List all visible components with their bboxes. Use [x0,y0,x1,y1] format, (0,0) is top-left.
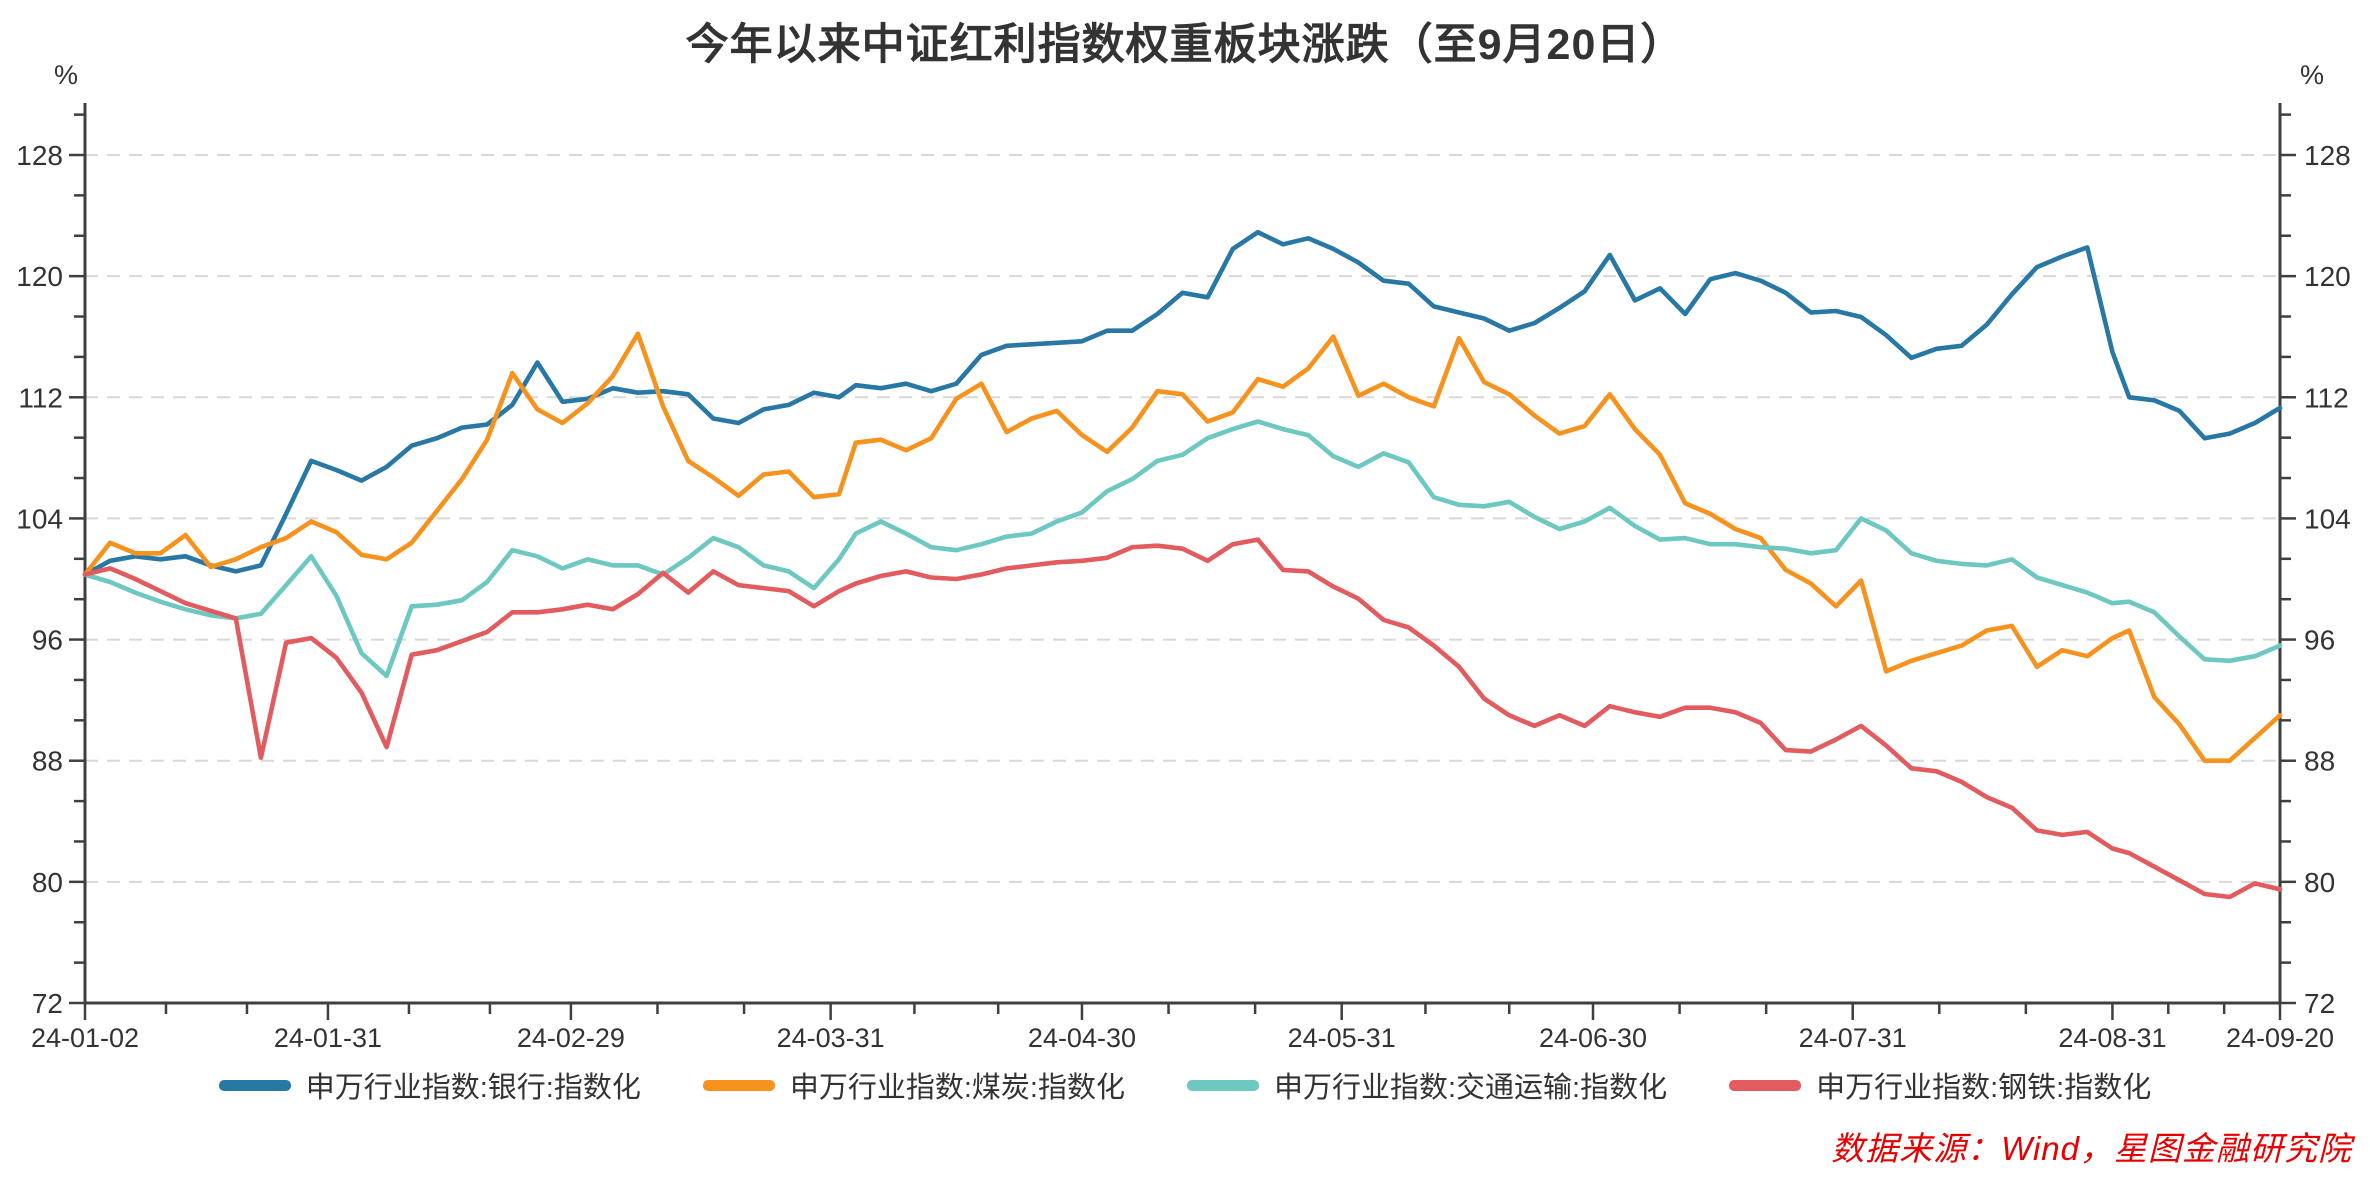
series-line-2 [82,419,2283,679]
legend-label: 申万行业指数:钢铁:指数化 [1816,1072,2152,1104]
legend-item-3: 申万行业指数:钢铁:指数化 [1729,1064,2151,1106]
series-line-3 [82,537,2283,900]
svg-text:112: 112 [2304,382,2349,413]
x-axis-labels: 24-01-02 24-01-31 24-02-29 24-03-31 24-04-30… [31,1023,2334,1053]
legend: 申万行业指数:银行:指数化 申万行业指数:煤炭:指数化 申万行业指数:交通运输:指数… [0,1060,2370,1110]
axis-unit-labels: %% [54,60,2324,90]
x-axis-ticks [83,1003,2282,1020]
grid-lines [85,154,2280,1004]
legend-label: 申万行业指数:银行:指数化 [305,1072,641,1104]
svg-text:88: 88 [2304,746,2335,777]
svg-text:80: 80 [32,867,63,898]
legend-swatch-icon [1187,1079,1259,1091]
series-line-0 [82,229,2283,577]
svg-text:104: 104 [16,503,63,534]
legend-swatch-icon [218,1079,291,1091]
svg-text:112: 112 [18,382,63,413]
series-lines [82,229,2283,900]
svg-text:24-01-02: 24-01-02 [31,1023,139,1053]
svg-text:96: 96 [2304,625,2335,656]
svg-text:72: 72 [32,988,63,1019]
legend-swatch-icon [702,1079,775,1091]
legend-item-2: 申万行业指数:交通运输:指数化 [1187,1064,1667,1106]
svg-text:24-08-31: 24-08-31 [2058,1023,2166,1053]
legend-label: 申万行业指数:交通运输:指数化 [1274,1072,1668,1104]
chart-title: 今年以来中证红利指数权重板块涨跌（至9月20日） [685,21,1685,69]
svg-text:24-09-20: 24-09-20 [2226,1023,2334,1053]
svg-text:104: 104 [2304,503,2351,534]
svg-text:24-06-30: 24-06-30 [1539,1023,1647,1053]
y-axis-labels: 128 128 120 120 112 112 104 104 96 96 88 88 80 80 72 72 [16,140,2350,1019]
svg-text:128: 128 [16,140,63,171]
svg-text:%: % [2300,60,2324,90]
svg-text:128: 128 [2304,140,2351,171]
svg-text:120: 120 [2304,261,2351,292]
svg-text:24-02-29: 24-02-29 [517,1023,625,1053]
legend-item-1: 申万行业指数:煤炭:指数化 [702,1064,1125,1106]
legend-label: 申万行业指数:煤炭:指数化 [789,1072,1125,1104]
legend-item-0: 申万行业指数:银行:指数化 [218,1064,641,1106]
svg-text:%: % [54,60,78,90]
svg-text:96: 96 [32,625,63,656]
source-note: 数据来源：Wind，星图金融研究院 [1831,1130,2352,1167]
svg-text:24-07-31: 24-07-31 [1799,1023,1907,1053]
svg-text:88: 88 [32,746,63,777]
svg-text:24-05-31: 24-05-31 [1288,1023,1396,1053]
y-axis-ticks [69,113,2296,1005]
svg-text:120: 120 [16,261,63,292]
series-line-1 [82,331,2283,764]
svg-text:24-01-31: 24-01-31 [274,1023,382,1053]
svg-text:72: 72 [2304,988,2335,1019]
svg-text:24-03-31: 24-03-31 [777,1023,885,1053]
svg-text:24-04-30: 24-04-30 [1028,1023,1136,1053]
axes [83,103,2282,1005]
legend-swatch-icon [1729,1079,1802,1091]
svg-text:80: 80 [2304,867,2335,898]
